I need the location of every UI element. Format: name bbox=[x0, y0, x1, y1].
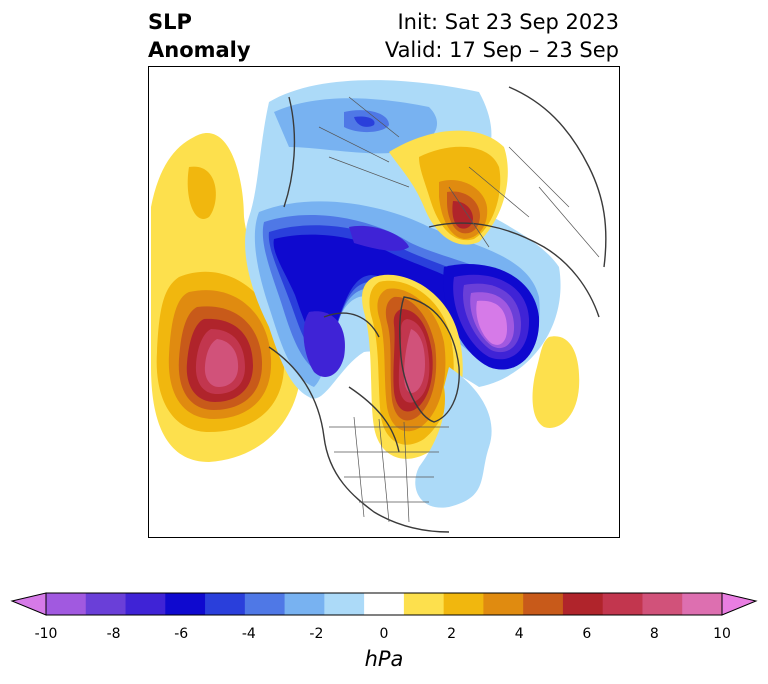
map-panel bbox=[148, 66, 620, 538]
colorbar-segment bbox=[443, 593, 484, 615]
country-borders bbox=[318, 96, 600, 523]
colorbar-tick-label: -8 bbox=[106, 626, 121, 642]
colorbar-segment bbox=[364, 593, 405, 615]
colorbar-segment bbox=[642, 593, 683, 615]
pacific-high-anomaly bbox=[151, 133, 301, 462]
colorbar-segment bbox=[46, 593, 87, 615]
colorbar-segment bbox=[562, 593, 604, 615]
colorbar-segment bbox=[324, 593, 365, 615]
colorbar-tick-label: 4 bbox=[514, 626, 524, 642]
colorbar-extend-low bbox=[10, 592, 47, 616]
colorbar-tick-label: -10 bbox=[34, 626, 58, 642]
colorbar-tick-label: 10 bbox=[713, 626, 731, 642]
scandinavia-low-anomaly bbox=[443, 264, 540, 370]
greenland-high-anomaly bbox=[362, 274, 463, 459]
colorbar-tick-label: 0 bbox=[379, 626, 389, 642]
colorbar-tick-label: 6 bbox=[582, 626, 592, 642]
init-date-label: Init: Sat 23 Sep 2023 bbox=[397, 10, 619, 34]
map-date-info: Init: Sat 23 Sep 2023 Valid: 17 Sep – 23… bbox=[385, 8, 619, 64]
colorbar-segment bbox=[483, 593, 524, 615]
colorbar-segment bbox=[244, 593, 286, 615]
map-title: SLP Anomaly bbox=[148, 8, 251, 64]
colorbar bbox=[10, 592, 758, 616]
atlantic-anomaly bbox=[415, 336, 580, 508]
siberia-high-anomaly bbox=[389, 130, 508, 245]
colorbar-segment bbox=[403, 593, 445, 615]
colorbar-tick-label: -6 bbox=[174, 626, 189, 642]
colorbar-segment bbox=[205, 593, 246, 615]
colorbar-segment bbox=[602, 593, 643, 615]
coastlines bbox=[268, 86, 607, 533]
colorbar-tick-label: 8 bbox=[649, 626, 659, 642]
colorbar-extend-high bbox=[721, 592, 758, 616]
colorbar-segments bbox=[46, 593, 723, 615]
colorbar-segment bbox=[165, 593, 206, 615]
colorbar-segment bbox=[682, 593, 723, 615]
colorbar-unit-label: hPa bbox=[364, 647, 404, 671]
colorbar-segment bbox=[85, 593, 127, 615]
colorbar-tick-label: -2 bbox=[309, 626, 324, 642]
colorbar-segment bbox=[284, 593, 325, 615]
valid-range-label: Valid: 17 Sep – 23 Sep bbox=[384, 38, 619, 62]
colorbar-tick-label: -4 bbox=[241, 626, 256, 642]
colorbar-segment bbox=[125, 593, 166, 615]
colorbar-outline bbox=[45, 592, 723, 616]
colorbar-segment bbox=[523, 593, 564, 615]
title-line-2: Anomaly bbox=[148, 38, 251, 62]
colorbar-tick-label: 2 bbox=[447, 626, 457, 642]
anomaly-map bbox=[151, 80, 607, 533]
title-line-1: SLP bbox=[148, 10, 192, 34]
